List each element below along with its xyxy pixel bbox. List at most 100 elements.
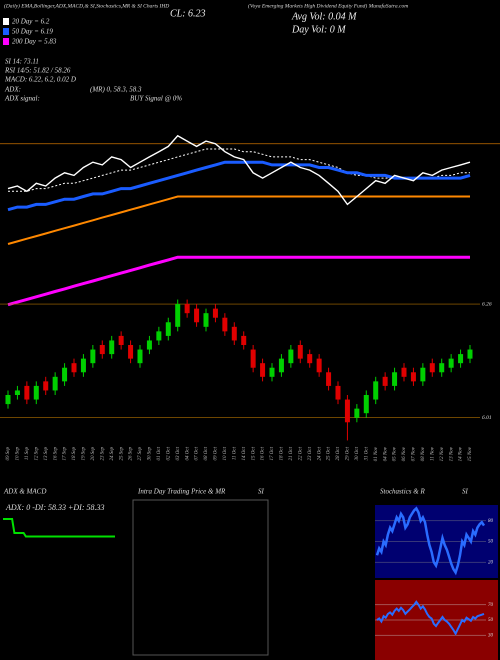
x-tick-label: 10 Sep <box>16 447 21 461</box>
candle-body <box>33 385 39 400</box>
candle-body <box>80 358 86 373</box>
panel-title: SI <box>462 488 469 496</box>
candle-body <box>71 363 77 373</box>
x-tick-label: 17 Sep <box>63 447 68 461</box>
candle-body <box>99 345 105 355</box>
x-tick-label: 15 Oct <box>251 446 256 460</box>
adx-text: ADX: 0 -DI: 58.33 +DI: 58.33 <box>5 503 105 512</box>
ema-line <box>7 195 470 245</box>
candle-body <box>316 358 322 373</box>
x-tick-label: 04 Oct <box>185 446 190 460</box>
x-tick-label: 12 Nov <box>440 446 445 461</box>
stat: MACD: 6.22, 6.2, 0.02 D <box>4 76 76 84</box>
panel-title: Stochastics & R <box>380 488 425 496</box>
x-tick-label: 17 Oct <box>270 446 275 460</box>
day-volume: Day Vol: 0 M <box>291 24 346 35</box>
x-tick-label: 11 Oct <box>232 446 237 460</box>
adx-label: ADX: <box>4 86 21 94</box>
x-tick-label: 08 Oct <box>204 446 209 460</box>
candle-body <box>354 408 360 418</box>
candle-body <box>14 390 20 395</box>
candle-body <box>335 385 341 400</box>
candle-body <box>146 340 152 350</box>
candle-body <box>128 345 134 359</box>
x-tick-label: 08 Nov <box>421 446 426 461</box>
y-tick-label: 30 <box>488 633 494 638</box>
x-tick-label: 13 Nov <box>449 446 454 461</box>
x-tick-label: 27 Sep <box>138 447 143 461</box>
x-tick-label: 28 Oct <box>336 446 341 460</box>
panel-title: Intra Day Trading Price & MR <box>137 488 226 496</box>
candle-body <box>24 385 30 400</box>
candle-body <box>5 395 11 405</box>
panel-title: SI <box>258 488 265 496</box>
x-tick-label: 29 Oct <box>346 446 351 460</box>
stat: RSI 14/5: 51.82 / 58.26 <box>4 67 71 75</box>
x-tick-label: 14 Oct <box>242 446 247 460</box>
y-tick-label: 50 <box>488 618 494 623</box>
candle-body <box>184 304 190 314</box>
rsi-line <box>376 600 485 636</box>
candle-body <box>269 367 275 377</box>
x-tick-label: 01 Oct <box>157 446 162 460</box>
ema-line <box>7 255 470 307</box>
x-tick-label: 19 Sep <box>82 447 87 461</box>
candle-body <box>297 345 303 359</box>
x-tick-label: 18 Oct <box>280 446 285 460</box>
x-tick-label: 03 Oct <box>176 446 181 460</box>
x-tick-label: 12 Sep <box>34 447 39 461</box>
y-tick-label: 50 <box>488 540 494 545</box>
adx-value: (MR) 0, 58.3, 58.3 <box>90 86 142 94</box>
ema-line <box>7 160 471 212</box>
x-tick-label: 30 Oct <box>355 446 360 460</box>
x-tick-label: 15 Nov <box>468 446 473 461</box>
candle-body <box>156 331 162 341</box>
candle-body <box>448 358 454 368</box>
x-tick-label: 25 Oct <box>327 446 332 460</box>
candle-body <box>410 372 416 382</box>
legend-label: 200 Day = 5.83 <box>12 38 57 46</box>
x-tick-label: 04 Nov <box>383 446 388 461</box>
candle-body <box>231 326 237 341</box>
candle-body <box>429 363 435 373</box>
panel-title: ADX & MACD <box>3 488 46 496</box>
avg-volume: Avg Vol: 0.04 M <box>291 11 357 22</box>
x-tick-label: 25 Sep <box>119 447 124 461</box>
y-tick-label: 70 <box>488 603 494 608</box>
close-line <box>7 134 471 206</box>
x-tick-label: 01 Nov <box>374 446 379 461</box>
adx-line <box>3 518 115 538</box>
candle-body <box>250 349 256 368</box>
candle-body <box>222 317 228 332</box>
legend-swatch <box>3 28 9 35</box>
x-tick-label: 21 Oct <box>289 446 294 460</box>
close-label: CL: 6.23 <box>170 8 206 19</box>
candle-body <box>212 308 218 318</box>
x-tick-label: 07 Oct <box>195 446 200 460</box>
candle-body <box>194 308 200 323</box>
legend-swatch <box>3 18 9 25</box>
candle-body <box>307 354 313 364</box>
candle-body <box>467 349 473 359</box>
ema-line <box>8 148 470 192</box>
x-tick-label: 02 Oct <box>166 446 171 460</box>
candle-body <box>43 381 49 391</box>
x-tick-label: 31 Oct <box>364 446 369 460</box>
candle-body <box>260 363 266 377</box>
x-tick-label: 06 Nov <box>402 446 407 461</box>
stat: SI 14: 73.11 <box>5 58 39 66</box>
x-tick-label: 11 Sep <box>25 447 30 461</box>
y-tick-label: 6.26 <box>482 301 492 307</box>
x-tick-label: 26 Sep <box>129 447 134 461</box>
candle-body <box>109 340 115 355</box>
candle-body <box>278 358 284 373</box>
x-tick-label: 09 Oct <box>214 446 219 460</box>
x-tick-label: 24 Oct <box>317 446 322 460</box>
candle-body <box>165 322 171 336</box>
candle-body <box>175 304 181 327</box>
candle-body <box>288 349 294 364</box>
x-tick-label: 24 Sep <box>110 447 115 461</box>
candle-body <box>382 376 388 386</box>
